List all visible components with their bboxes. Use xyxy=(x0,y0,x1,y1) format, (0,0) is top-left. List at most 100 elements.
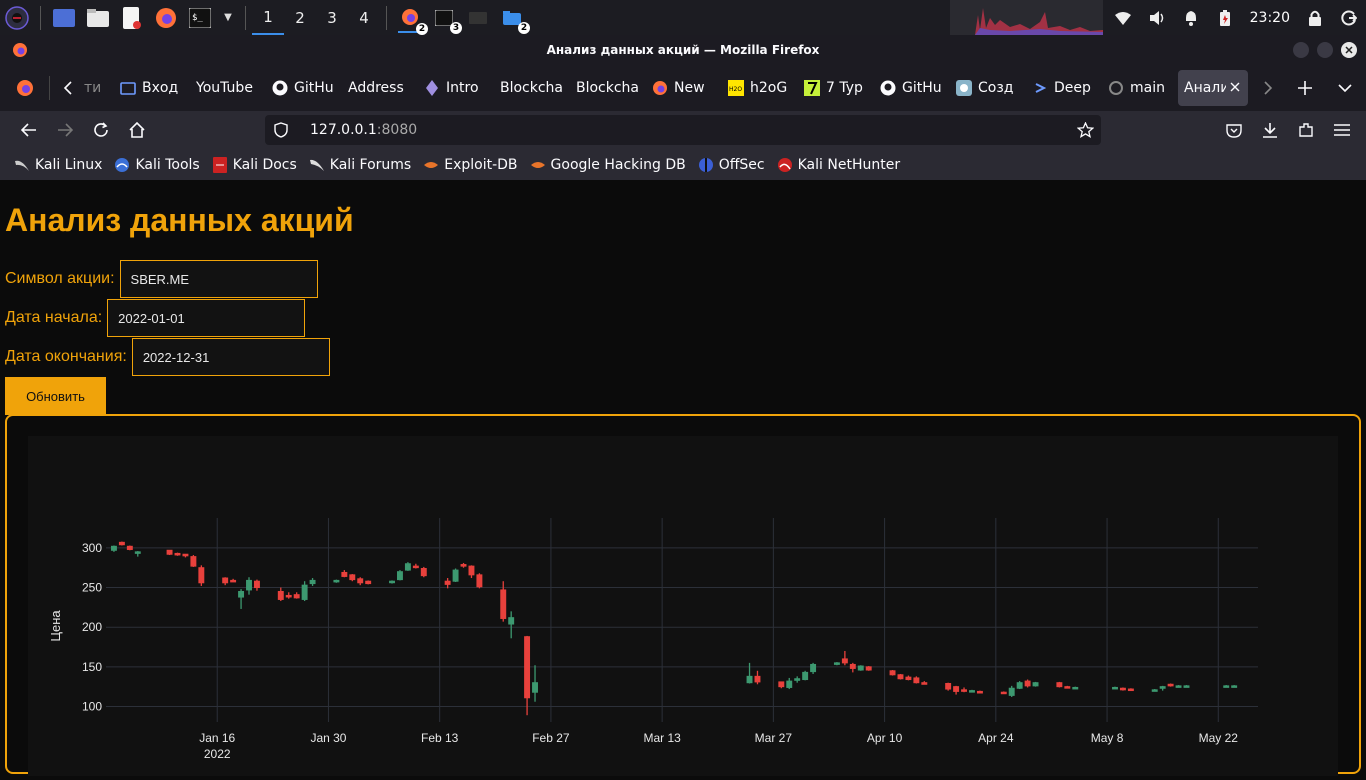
candle-up[interactable] xyxy=(857,665,864,671)
candle-down[interactable] xyxy=(500,581,507,622)
candle-up[interactable] xyxy=(969,689,975,693)
tab[interactable]: Intro xyxy=(418,70,494,106)
scroll-tabs-left-icon[interactable] xyxy=(56,72,80,104)
wifi-icon[interactable] xyxy=(1111,6,1135,30)
bookmark-kali-docs[interactable]: Kali Docs xyxy=(212,156,297,173)
bookmark-kali-tools[interactable]: Kali Tools xyxy=(114,157,200,173)
candle-down[interactable] xyxy=(253,579,260,591)
candle-up[interactable] xyxy=(309,578,316,586)
candle-up[interactable] xyxy=(110,545,117,552)
candle-down[interactable] xyxy=(905,675,912,681)
logout-icon[interactable] xyxy=(1337,6,1361,30)
firefox-view-icon[interactable] xyxy=(7,72,43,104)
tab[interactable]: 7 Typ xyxy=(798,70,874,106)
candle-down[interactable] xyxy=(913,676,920,684)
candle-down[interactable] xyxy=(945,682,952,691)
candle-down[interactable] xyxy=(953,685,960,695)
candle-up[interactable] xyxy=(802,670,809,681)
workspace-4[interactable]: 4 xyxy=(359,8,369,27)
list-all-tabs-icon[interactable] xyxy=(1327,72,1363,104)
candle-down[interactable] xyxy=(1000,691,1007,695)
candle-down[interactable] xyxy=(420,566,427,578)
menu-icon[interactable] xyxy=(1324,114,1360,146)
candle-up[interactable] xyxy=(1175,685,1182,688)
chevron-down-icon[interactable]: ▼ xyxy=(224,12,232,23)
candle-down[interactable] xyxy=(349,574,356,582)
notification-bell-icon[interactable] xyxy=(1179,6,1203,30)
reload-icon[interactable] xyxy=(83,114,119,146)
candle-down[interactable] xyxy=(460,562,467,568)
candle-down[interactable] xyxy=(754,670,761,685)
candle-down[interactable] xyxy=(230,578,237,583)
candle-down[interactable] xyxy=(1127,688,1134,692)
candle-down[interactable] xyxy=(524,635,531,716)
candle-down[interactable] xyxy=(1024,679,1031,688)
tab[interactable]: GitHu xyxy=(266,70,342,106)
maximize-button[interactable] xyxy=(1317,42,1333,58)
candle-up[interactable] xyxy=(1159,685,1166,691)
tab[interactable]: ти xyxy=(80,70,114,106)
new-tab-icon[interactable] xyxy=(1287,72,1323,104)
workspace-2[interactable]: 2 xyxy=(295,8,305,27)
workspace-1[interactable]: 1 xyxy=(252,0,284,35)
candle-down[interactable] xyxy=(849,662,856,673)
candle-down[interactable] xyxy=(277,587,284,602)
candle-down[interactable] xyxy=(1167,683,1174,687)
candle-down[interactable] xyxy=(126,545,133,551)
scroll-tabs-right-icon[interactable] xyxy=(1255,72,1281,104)
file-manager-icon[interactable] xyxy=(86,6,110,30)
candle-up[interactable] xyxy=(1223,685,1230,688)
candle-up[interactable] xyxy=(1112,686,1118,690)
candle-down[interactable] xyxy=(961,687,968,693)
pocket-icon[interactable] xyxy=(1216,114,1252,146)
candle-up[interactable] xyxy=(333,579,340,583)
bookmark-google-hacking-db[interactable]: Google Hacking DB xyxy=(530,157,686,173)
terminal-launcher-icon[interactable]: $_ xyxy=(188,6,212,30)
candle-down[interactable] xyxy=(166,549,173,556)
lock-screen-icon[interactable] xyxy=(1303,6,1327,30)
candle-down[interactable] xyxy=(118,541,125,546)
candle-up[interactable] xyxy=(452,568,459,582)
battery-icon[interactable] xyxy=(1213,6,1237,30)
tab[interactable]: H2O h2oG xyxy=(722,70,798,106)
candle-down[interactable] xyxy=(976,690,983,694)
candle-up[interactable] xyxy=(1032,681,1039,687)
candle-up[interactable] xyxy=(1016,681,1023,690)
tab[interactable]: Blockcha xyxy=(494,70,570,106)
bookmark-offsec[interactable]: OffSec xyxy=(698,157,765,173)
candle-down[interactable] xyxy=(778,681,785,689)
close-tab-icon[interactable] xyxy=(1230,80,1240,96)
candle-up[interactable] xyxy=(1231,685,1238,688)
chart-plot-area[interactable]: 100 150 200 250 300 Jan 16 2022 Jan 30 Feb 13 Feb… xyxy=(28,436,1338,776)
bookmark-kali-linux[interactable]: Kali Linux xyxy=(14,157,102,173)
candle-down[interactable] xyxy=(357,577,364,586)
candle-down[interactable] xyxy=(1119,687,1126,691)
candle-up[interactable] xyxy=(833,662,840,666)
files-window-icon[interactable]: 2 xyxy=(500,6,530,34)
candle-down[interactable] xyxy=(1056,681,1063,688)
candle-down[interactable] xyxy=(365,580,372,585)
minimize-button[interactable] xyxy=(1293,42,1309,58)
candle-up[interactable] xyxy=(810,662,817,674)
candle-down[interactable] xyxy=(341,570,348,578)
tab[interactable]: Вход xyxy=(114,70,190,106)
candle-up[interactable] xyxy=(404,562,411,571)
firefox-launcher-icon[interactable] xyxy=(154,6,178,30)
symbol-input[interactable] xyxy=(119,260,318,298)
candle-down[interactable] xyxy=(412,563,419,569)
site-security-icon[interactable] xyxy=(274,122,288,138)
bookmark-star-icon[interactable] xyxy=(1077,122,1094,138)
candle-up[interactable] xyxy=(1072,686,1079,690)
screen-window-icon[interactable] xyxy=(466,6,490,30)
candle-up[interactable] xyxy=(238,589,245,609)
tab[interactable]: Созд xyxy=(950,70,1026,106)
candle-up[interactable] xyxy=(1183,685,1190,688)
candle-up[interactable] xyxy=(508,611,515,639)
candle-up[interactable] xyxy=(396,570,403,581)
candle-up[interactable] xyxy=(246,577,252,595)
extensions-icon[interactable] xyxy=(1288,114,1324,146)
candle-up[interactable] xyxy=(1151,689,1158,692)
candle-down[interactable] xyxy=(865,666,872,671)
terminal-window-icon[interactable]: 3 xyxy=(432,6,462,34)
forward-icon[interactable] xyxy=(47,114,83,146)
